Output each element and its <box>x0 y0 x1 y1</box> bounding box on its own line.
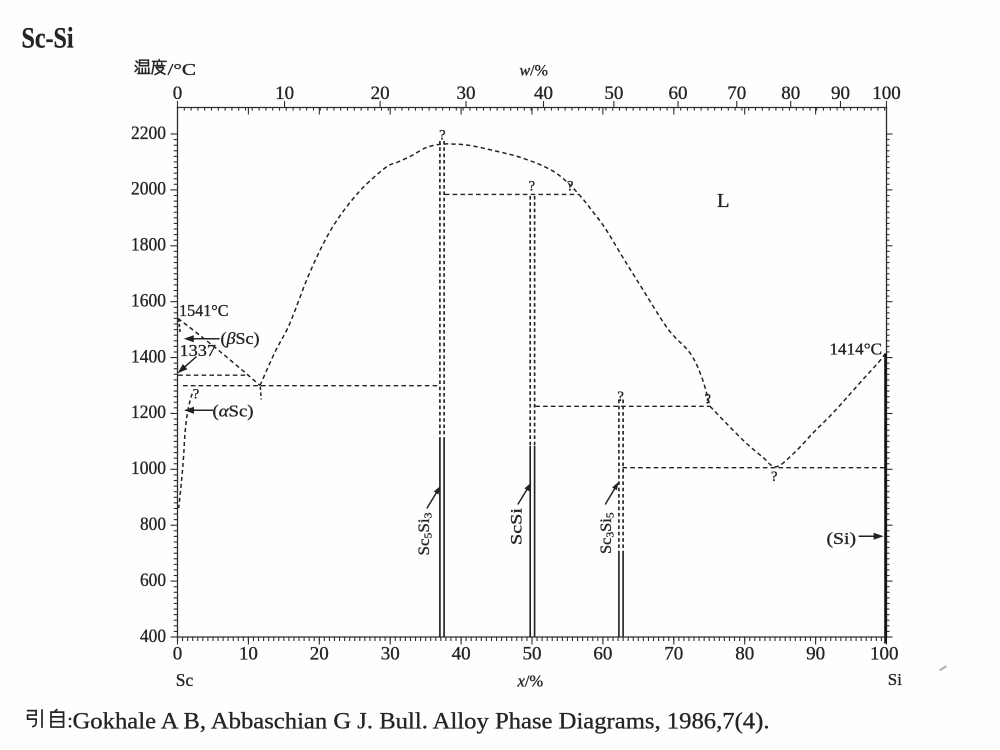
svg-text:80: 80 <box>735 644 754 665</box>
svg-text:?: ? <box>704 391 710 407</box>
svg-text:1000: 1000 <box>131 458 166 479</box>
svg-text::: : <box>67 711 73 733</box>
svg-text:30: 30 <box>381 644 400 665</box>
svg-text:1414°C: 1414°C <box>830 340 883 359</box>
svg-text:400: 400 <box>140 626 166 647</box>
svg-text:(αSc): (αSc) <box>213 402 254 421</box>
svg-text:?: ? <box>439 128 445 144</box>
svg-text:10: 10 <box>275 83 294 104</box>
svg-text:1600: 1600 <box>131 291 166 312</box>
svg-text:?: ? <box>529 179 535 195</box>
svg-text:70: 70 <box>727 83 746 104</box>
svg-text:2200: 2200 <box>131 123 166 144</box>
svg-text:20: 20 <box>371 83 390 104</box>
svg-text:600: 600 <box>140 570 166 591</box>
svg-text:800: 800 <box>140 514 166 535</box>
svg-text:?: ? <box>193 387 199 403</box>
svg-text:x/%: x/% <box>517 672 544 691</box>
svg-text:60: 60 <box>593 644 612 665</box>
svg-text:(Si): (Si) <box>827 529 857 548</box>
svg-text:Sc-Si: Sc-Si <box>22 21 74 54</box>
svg-text:90: 90 <box>806 644 825 665</box>
svg-text:?: ? <box>771 469 777 485</box>
svg-text:1337: 1337 <box>180 341 217 360</box>
svg-text:40: 40 <box>534 83 553 104</box>
svg-text:L: L <box>717 190 730 212</box>
svg-text:90: 90 <box>831 83 850 104</box>
svg-text:w/%: w/% <box>520 62 548 79</box>
svg-text:1800: 1800 <box>131 235 166 256</box>
svg-text:30: 30 <box>457 83 476 104</box>
svg-text:1200: 1200 <box>131 402 166 423</box>
svg-text:40: 40 <box>452 644 471 665</box>
svg-text:/°C: /°C <box>168 60 197 79</box>
svg-text:1400: 1400 <box>131 346 166 367</box>
svg-text:20: 20 <box>310 644 329 665</box>
svg-text:70: 70 <box>664 644 683 665</box>
svg-text:100: 100 <box>870 644 899 665</box>
svg-text:Sc5Si3: Sc5Si3 <box>416 512 435 556</box>
svg-text:Sc3Si5: Sc3Si5 <box>598 512 617 554</box>
svg-text:80: 80 <box>781 83 800 104</box>
svg-text:ScSi: ScSi <box>509 507 526 545</box>
svg-text:?: ? <box>617 389 623 405</box>
svg-text:100: 100 <box>872 83 901 104</box>
svg-text:50: 50 <box>604 83 623 104</box>
svg-text:(βSc): (βSc) <box>221 329 260 348</box>
svg-text:50: 50 <box>523 644 542 665</box>
svg-text:2000: 2000 <box>131 179 166 200</box>
svg-text:Gokhale A B, Abbaschian G J. B: Gokhale A B, Abbaschian G J. Bull. Alloy… <box>73 708 770 733</box>
svg-text:?: ? <box>567 179 573 195</box>
svg-text:1541°C: 1541°C <box>179 301 229 320</box>
svg-text:0: 0 <box>173 644 183 665</box>
svg-text:Sc: Sc <box>176 670 194 690</box>
svg-text:0: 0 <box>173 83 183 104</box>
svg-text:10: 10 <box>239 644 258 665</box>
svg-text:Si: Si <box>888 670 902 689</box>
svg-text:60: 60 <box>669 83 688 104</box>
